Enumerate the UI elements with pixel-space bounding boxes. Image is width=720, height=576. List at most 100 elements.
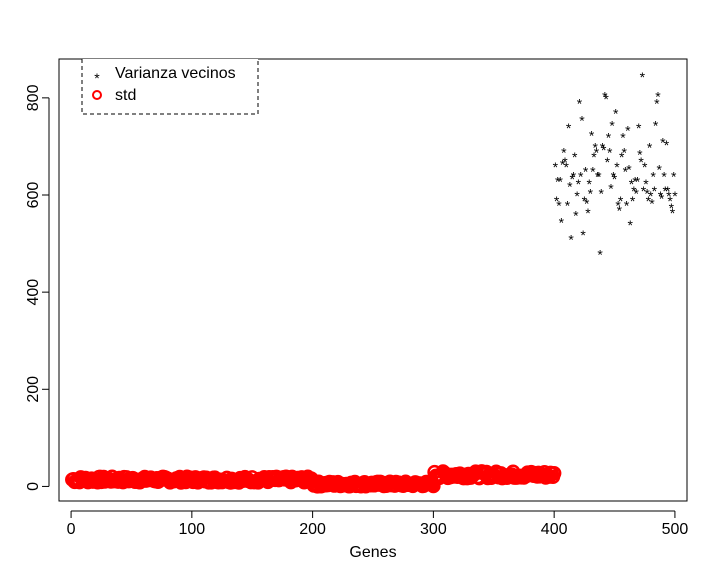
varianza-vecinos-point: *: [661, 169, 667, 185]
varianza-vecinos-point: *: [571, 169, 577, 185]
varianza-vecinos-point: *: [644, 186, 650, 202]
varianza-vecinos-point: *: [671, 169, 677, 185]
x-tick-label: 300: [420, 521, 447, 538]
varianza-vecinos-point: *: [602, 88, 608, 104]
varianza-vecinos-point: *: [640, 69, 646, 85]
varianza-vecinos-point: *: [626, 161, 632, 177]
varianza-vecinos-point: *: [566, 120, 572, 136]
varianza-vecinos-point: *: [564, 159, 570, 175]
varianza-vecinos-point: *: [556, 198, 562, 214]
varianza-vecinos-point: *: [605, 154, 611, 170]
varianza-vecinos-point: *: [554, 193, 560, 209]
varianza-vecinos-point: *: [555, 173, 561, 189]
varianza-vecinos-point: *: [589, 127, 595, 143]
varianza-vecinos-point: *: [601, 142, 607, 158]
varianza-vecinos-point: *: [579, 113, 585, 129]
varianza-vecinos-point: *: [599, 186, 605, 202]
varianza-vecinos-point: *: [586, 176, 592, 192]
varianza-vecinos-point: *: [634, 186, 640, 202]
legend-box: [81, 59, 259, 115]
y-tick-label: 200: [25, 376, 42, 403]
varianza-vecinos-point: *: [574, 188, 580, 204]
varianza-vecinos-point: *: [583, 164, 589, 180]
varianza-vecinos-point: *: [670, 205, 676, 221]
varianza-vecinos-point: *: [618, 193, 624, 209]
varianza-vecinos-point: *: [625, 122, 631, 138]
varianza-vecinos-point: *: [652, 183, 658, 199]
varianza-vecinos-point: *: [578, 169, 584, 185]
x-axis: 0 100 200 300 400 500: [67, 510, 689, 538]
varianza-vecinos-point: *: [646, 193, 652, 209]
x-axis-label: Genes: [349, 544, 396, 561]
varianza-vecinos-point: *: [561, 144, 567, 160]
legend-label-varianza-vecinos: Varianza vecinos: [115, 65, 236, 82]
varianza-vecinos-point: *: [572, 149, 578, 165]
varianza-vecinos-point: *: [621, 144, 627, 160]
plot-frame: [58, 58, 688, 502]
varianza-vecinos-point: *: [647, 139, 653, 155]
varianza-vecinos-point: *: [672, 188, 678, 204]
varianza-vecinos-point: *: [590, 164, 596, 180]
x-tick-label: 500: [662, 521, 689, 538]
varianza-vecinos-point: *: [611, 169, 617, 185]
y-tick-label: 600: [25, 182, 42, 209]
varianza-vecinos-point: *: [557, 173, 563, 189]
varianza-vecinos-point: *: [653, 118, 659, 134]
varianza-vecinos-point: *: [635, 173, 641, 189]
varianza-vecinos-point: *: [642, 159, 648, 175]
varianza-vecinos-point: *: [585, 205, 591, 221]
legend-asterisk-icon: *: [94, 70, 100, 86]
varianza-vecinos-point: *: [577, 96, 583, 112]
varianza-vecinos-point: *: [595, 169, 601, 185]
varianza-vecinos-point: *: [636, 120, 642, 136]
varianza-vecinos-point: *: [597, 246, 603, 262]
varianza-vecinos-point: *: [609, 118, 615, 134]
varianza-vecinos-point: *: [654, 96, 660, 112]
legend-circle-icon: [92, 90, 102, 100]
varianza-vecinos-point: *: [624, 198, 630, 214]
varianza-vecinos-point: *: [650, 169, 656, 185]
varianza-vecinos-point: *: [659, 190, 665, 206]
legend: * Varianza vecinos std: [81, 59, 259, 115]
varianza-vecinos-point: *: [660, 135, 666, 151]
varianza-vecinos-point: *: [560, 156, 566, 172]
varianza-vecinos-point: *: [562, 154, 568, 170]
varianza-vecinos-point: *: [567, 178, 573, 194]
varianza-vecinos-point: *: [606, 130, 612, 146]
x-tick-label: 100: [178, 521, 205, 538]
varianza-vecinos-point: *: [584, 195, 590, 211]
x-tick-label: 200: [299, 521, 326, 538]
y-tick-label: 800: [25, 84, 42, 111]
varianza-vecinos-point: *: [666, 188, 672, 204]
varianza-vecinos-point: *: [614, 159, 620, 175]
varianza-vecinos-point: *: [582, 193, 588, 209]
varianza-vecinos-point: *: [664, 137, 670, 153]
varianza-vecinos-point: *: [631, 183, 637, 199]
y-tick-label: 0: [25, 482, 42, 491]
varianza-vecinos-point: *: [568, 232, 574, 248]
varianza-vecinos-series: ****************************************…: [553, 69, 679, 262]
varianza-vecinos-point: *: [669, 200, 675, 216]
varianza-vecinos-point: *: [565, 198, 571, 214]
varianza-vecinos-point: *: [658, 188, 664, 204]
varianza-vecinos-point: *: [580, 227, 586, 243]
varianza-vecinos-point: *: [607, 144, 613, 160]
varianza-vecinos-point: *: [655, 88, 661, 104]
varianza-vecinos-point: *: [620, 130, 626, 146]
varianza-vecinos-point: *: [656, 161, 662, 177]
varianza-vecinos-point: *: [591, 149, 597, 165]
varianza-vecinos-point: *: [648, 188, 654, 204]
varianza-vecinos-point: *: [553, 159, 559, 175]
varianza-vecinos-point: *: [637, 147, 643, 163]
varianza-vecinos-point: *: [573, 207, 579, 223]
varianza-vecinos-point: *: [630, 193, 636, 209]
varianza-vecinos-point: *: [588, 186, 594, 202]
varianza-vecinos-point: *: [667, 193, 673, 209]
varianza-vecinos-point: *: [613, 105, 619, 121]
varianza-vecinos-point: *: [641, 183, 647, 199]
varianza-vecinos-point: *: [629, 176, 635, 192]
varianza-vecinos-point: *: [570, 171, 576, 187]
y-axis: 0 200 400 600 800: [25, 84, 50, 491]
varianza-vecinos-point: *: [632, 173, 638, 189]
